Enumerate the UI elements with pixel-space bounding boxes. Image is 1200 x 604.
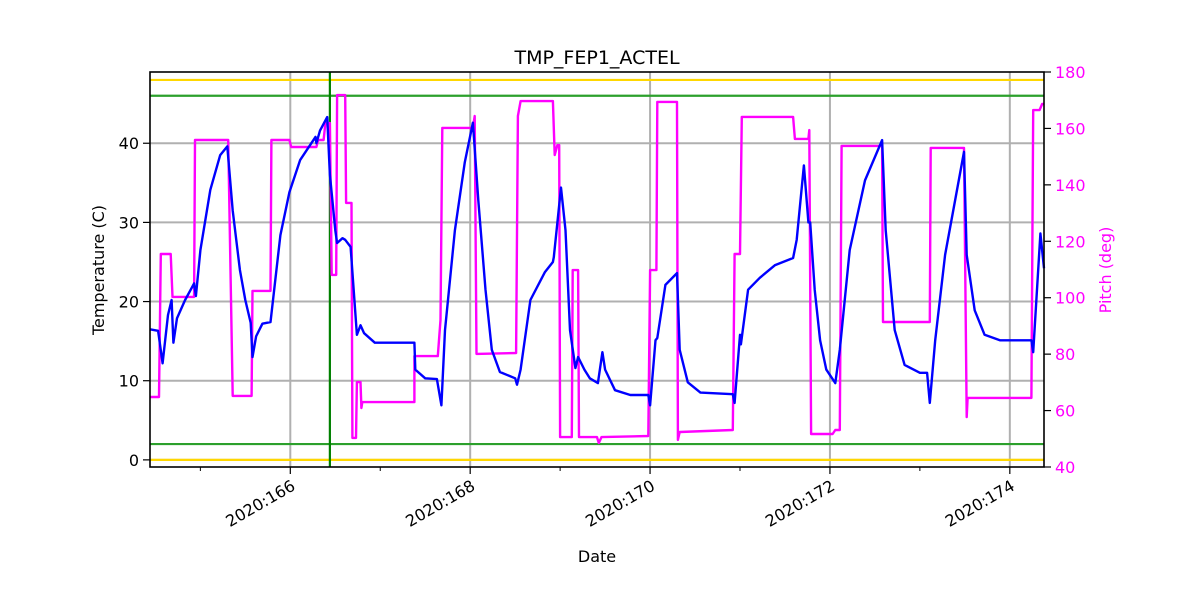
plot-frame [149,71,1045,468]
x-axis-label: Date [578,547,616,566]
x-tick-label: 2020:170 [582,476,658,531]
x-tick-label: 2020:172 [762,476,838,531]
y2-tick-label: 160 [1055,119,1086,138]
y2-tick-label: 100 [1055,289,1086,308]
y2-tick-label: 120 [1055,232,1086,251]
y2-axis-label: Pitch (deg) [1096,227,1115,314]
y-tick-label: 10 [119,372,139,391]
y-tick-label: 20 [119,293,139,312]
y-tick-label: 40 [119,134,139,153]
x-tick-label: 2020:168 [402,476,478,531]
x-tick-label: 2020:166 [222,476,298,531]
pitch-series-line [150,93,1044,445]
y2-tick-label: 140 [1055,176,1086,195]
y-tick-label: 0 [129,451,139,470]
chart-title: TMP_FEP1_ACTEL [513,47,679,69]
x-tick-label: 2020:174 [942,476,1018,531]
y2-tick-label: 40 [1055,458,1075,477]
y-tick-label: 30 [119,213,139,232]
temperature-series-line [149,115,1046,407]
y2-tick-label: 180 [1055,63,1086,82]
y2-tick-label: 80 [1055,345,1075,364]
y-axis-label: Temperature (C) [89,205,108,336]
y2-tick-label: 60 [1055,402,1075,421]
